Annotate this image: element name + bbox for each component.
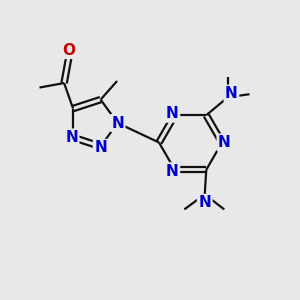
Text: N: N	[94, 140, 107, 155]
Text: N: N	[166, 106, 179, 121]
Text: N: N	[225, 86, 238, 101]
Text: N: N	[218, 135, 231, 150]
Text: N: N	[65, 130, 78, 145]
Text: N: N	[111, 116, 124, 130]
Text: N: N	[166, 164, 179, 179]
Text: O: O	[62, 43, 75, 58]
Text: N: N	[198, 195, 211, 210]
